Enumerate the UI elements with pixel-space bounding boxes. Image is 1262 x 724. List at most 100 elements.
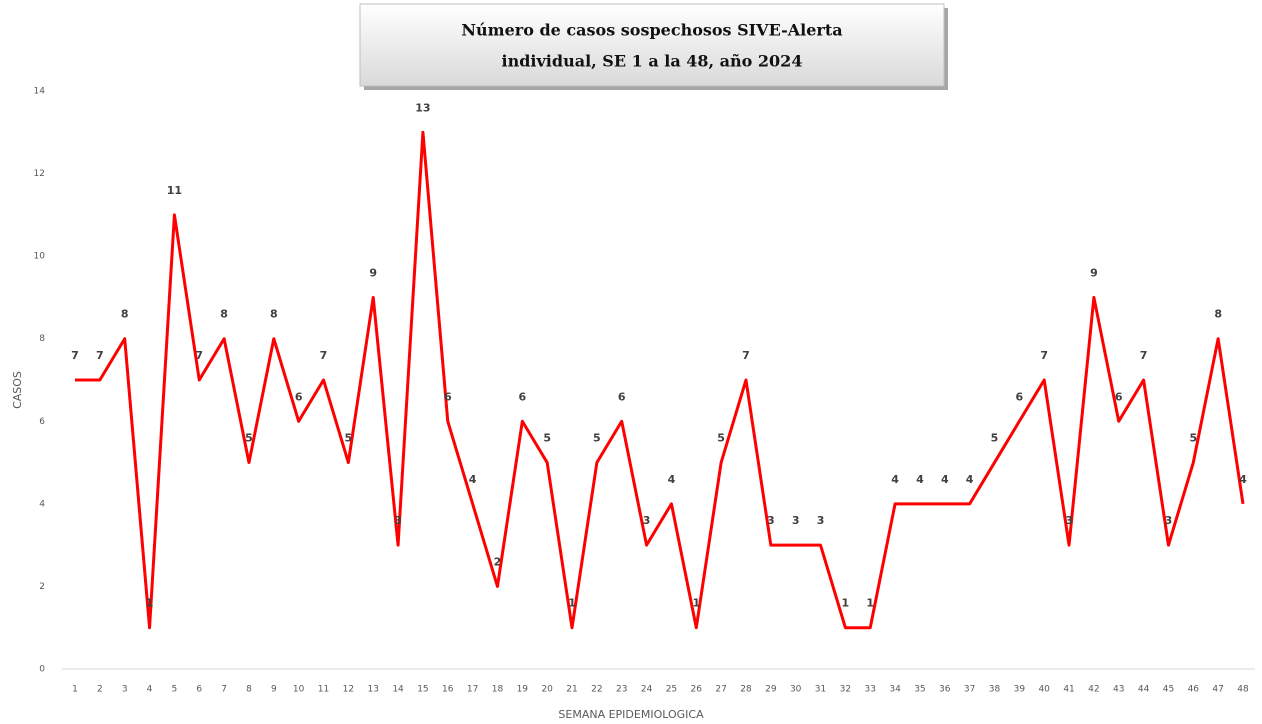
x-tick-label: 43 bbox=[1113, 685, 1124, 695]
data-label: 7 bbox=[96, 349, 104, 362]
x-tick-label: 24 bbox=[641, 685, 653, 695]
x-tick-label: 8 bbox=[246, 685, 252, 695]
x-tick-label: 15 bbox=[417, 685, 428, 695]
x-tick-label: 6 bbox=[196, 685, 202, 695]
chart-title: Número de casos sospechosos SIVE-Alerta bbox=[461, 21, 842, 40]
data-label: 9 bbox=[369, 266, 377, 279]
data-label: 5 bbox=[717, 432, 725, 445]
data-label: 4 bbox=[966, 473, 974, 486]
data-label: 4 bbox=[891, 473, 899, 486]
x-tick-label: 12 bbox=[343, 685, 354, 695]
y-tick-label: 12 bbox=[34, 169, 45, 179]
data-label: 6 bbox=[295, 390, 303, 403]
x-tick-label: 4 bbox=[147, 685, 153, 695]
data-label: 7 bbox=[71, 349, 79, 362]
x-tick-label: 19 bbox=[517, 685, 529, 695]
data-label: 3 bbox=[643, 514, 651, 527]
x-tick-label: 20 bbox=[541, 685, 553, 695]
data-label: 7 bbox=[195, 349, 203, 362]
x-tick-label: 23 bbox=[616, 685, 627, 695]
x-tick-label: 27 bbox=[715, 685, 726, 695]
x-tick-label: 36 bbox=[939, 685, 951, 695]
x-tick-label: 9 bbox=[271, 685, 277, 695]
x-tick-label: 44 bbox=[1138, 685, 1150, 695]
data-label: 7 bbox=[1140, 349, 1148, 362]
data-label: 3 bbox=[1165, 514, 1173, 527]
x-tick-label: 17 bbox=[467, 685, 478, 695]
data-label: 1 bbox=[692, 597, 700, 610]
y-tick-label: 8 bbox=[39, 334, 45, 344]
data-label: 3 bbox=[1065, 514, 1073, 527]
x-axis-label: SEMANA EPIDEMIOLOGICA bbox=[558, 708, 704, 721]
data-label: 1 bbox=[866, 597, 874, 610]
x-tick-label: 18 bbox=[492, 685, 504, 695]
x-tick-label: 38 bbox=[989, 685, 1001, 695]
x-tick-label: 46 bbox=[1188, 685, 1200, 695]
x-tick-label: 26 bbox=[691, 685, 703, 695]
x-tick-label: 13 bbox=[367, 685, 378, 695]
x-tick-label: 31 bbox=[815, 685, 826, 695]
y-axis-label: CASOS bbox=[11, 371, 24, 409]
x-tick-label: 48 bbox=[1237, 685, 1249, 695]
data-label: 3 bbox=[817, 514, 825, 527]
x-tick-label: 47 bbox=[1212, 685, 1223, 695]
data-label: 13 bbox=[415, 101, 430, 114]
data-label: 5 bbox=[345, 432, 353, 445]
x-tick-label: 45 bbox=[1163, 685, 1174, 695]
x-tick-label: 32 bbox=[840, 685, 851, 695]
x-tick-label: 21 bbox=[566, 685, 577, 695]
data-label: 1 bbox=[842, 597, 850, 610]
data-label: 6 bbox=[1016, 390, 1024, 403]
x-tick-label: 10 bbox=[293, 685, 305, 695]
y-tick-label: 10 bbox=[34, 252, 46, 262]
data-label: 8 bbox=[1214, 308, 1222, 321]
x-tick-label: 40 bbox=[1038, 685, 1050, 695]
x-tick-label: 16 bbox=[442, 685, 454, 695]
x-tick-label: 25 bbox=[666, 685, 677, 695]
y-tick-label: 4 bbox=[39, 499, 45, 509]
data-label: 4 bbox=[469, 473, 477, 486]
x-tick-label: 29 bbox=[765, 685, 777, 695]
data-label: 5 bbox=[1189, 432, 1197, 445]
data-label: 8 bbox=[121, 308, 129, 321]
x-tick-label: 22 bbox=[591, 685, 602, 695]
data-label: 1 bbox=[146, 597, 154, 610]
data-label: 4 bbox=[916, 473, 924, 486]
x-tick-label: 11 bbox=[318, 685, 329, 695]
x-tick-label: 1 bbox=[72, 685, 78, 695]
y-tick-label: 2 bbox=[39, 582, 45, 592]
data-label: 3 bbox=[792, 514, 800, 527]
data-label: 7 bbox=[320, 349, 328, 362]
x-tick-label: 5 bbox=[172, 685, 178, 695]
x-tick-label: 42 bbox=[1088, 685, 1099, 695]
title-box bbox=[359, 3, 945, 87]
data-label: 4 bbox=[668, 473, 676, 486]
data-label: 11 bbox=[167, 184, 182, 197]
x-tick-label: 3 bbox=[122, 685, 128, 695]
data-label: 5 bbox=[543, 432, 551, 445]
data-label: 3 bbox=[394, 514, 402, 527]
x-tick-label: 7 bbox=[221, 685, 227, 695]
data-label: 6 bbox=[444, 390, 452, 403]
x-tick-label: 33 bbox=[865, 685, 876, 695]
x-tick-label: 14 bbox=[392, 685, 404, 695]
data-label: 6 bbox=[618, 390, 626, 403]
data-label: 8 bbox=[220, 308, 228, 321]
data-label: 2 bbox=[494, 555, 502, 568]
data-label: 5 bbox=[245, 432, 253, 445]
data-label: 7 bbox=[742, 349, 750, 362]
y-tick-label: 14 bbox=[34, 87, 46, 97]
x-tick-label: 39 bbox=[1014, 685, 1026, 695]
data-label: 1 bbox=[568, 597, 576, 610]
data-label: 5 bbox=[593, 432, 601, 445]
x-tick-label: 35 bbox=[914, 685, 925, 695]
data-label: 5 bbox=[991, 432, 999, 445]
y-tick-label: 6 bbox=[39, 417, 45, 427]
x-tick-label: 34 bbox=[889, 685, 901, 695]
series-line bbox=[75, 130, 1245, 630]
x-tick-label: 28 bbox=[740, 685, 752, 695]
data-label: 6 bbox=[1115, 390, 1123, 403]
chart-title: individual, SE 1 a la 48, año 2024 bbox=[502, 52, 803, 71]
data-label: 4 bbox=[941, 473, 949, 486]
